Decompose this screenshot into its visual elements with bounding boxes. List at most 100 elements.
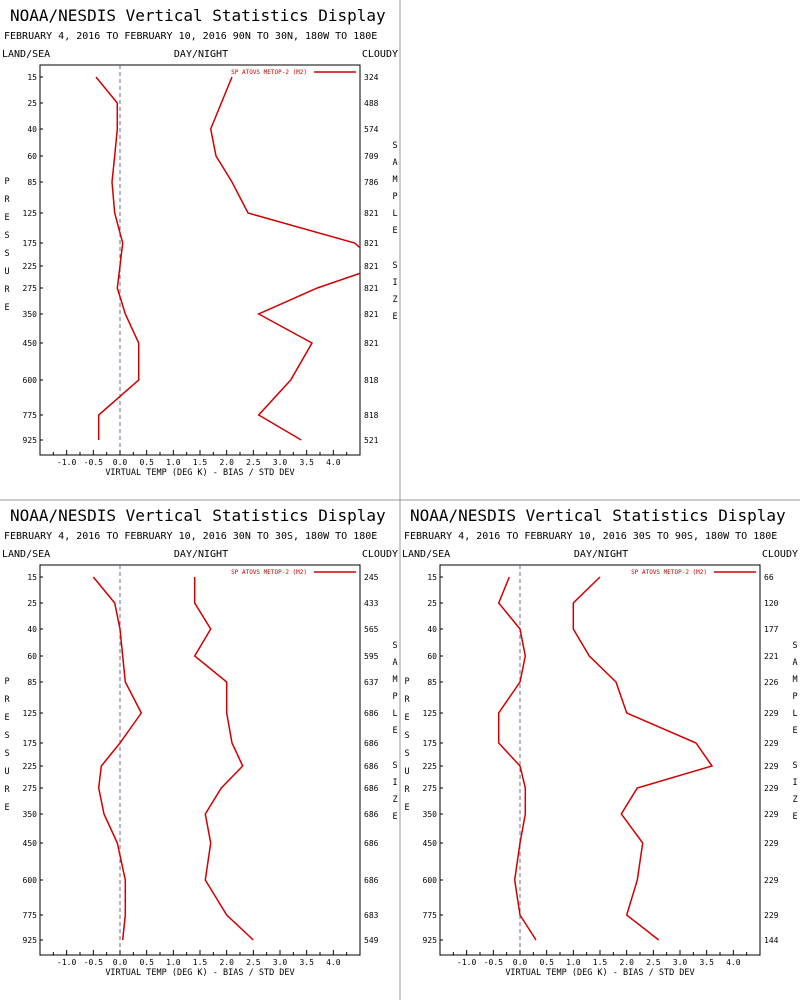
bias-series-line [497,576,537,941]
sample-size-label: 221 [764,652,779,661]
pressure-level-label: 350 [23,810,38,819]
pressure-level-label: 775 [423,911,438,920]
pressure-level-label: 175 [23,239,38,248]
chart-title: NOAA/NESDIS Vertical Statistics Display [10,6,386,25]
pressure-level-label: 450 [23,839,38,848]
sample-size-label: 686 [364,876,379,885]
x-tick-label: 4.0 [726,958,741,967]
pressure-level-label: 85 [27,178,37,187]
sample-size-label: 821 [364,262,379,271]
pressure-level-label: 925 [423,936,438,945]
pressure-level-label: 60 [27,152,37,161]
day-night-label: DAY/NIGHT [574,549,628,560]
x-tick-label: 2.5 [246,458,261,467]
pressure-level-label: 925 [23,436,38,445]
sample-size-label: 120 [764,599,779,608]
pressure-level-label: 350 [423,810,438,819]
chart-subtitle: FEBRUARY 4, 2016 TO FEBRUARY 10, 2016 30… [404,531,777,542]
pressure-level-label: 275 [23,284,38,293]
x-tick-label: 1.5 [593,958,608,967]
sample-size-label: 549 [364,936,379,945]
x-tick-label: 3.5 [299,458,314,467]
pressure-level-label: 450 [23,339,38,348]
sample-size-label: 821 [364,310,379,319]
sample-size-label: 229 [764,839,779,848]
std-dev-series-line [209,76,360,441]
pressure-level-label: 925 [23,936,38,945]
pressure-level-label: 125 [23,209,38,218]
sample-size-label: 488 [364,99,379,108]
x-tick-label: -1.0 [457,958,476,967]
cloudy-label: CLOUDY [762,549,798,560]
pressure-level-label: 225 [23,762,38,771]
bias-series-line [95,76,140,440]
cloudy-label: CLOUDY [362,49,398,60]
pressure-level-label: 25 [27,99,37,108]
pressure-level-label: 175 [23,739,38,748]
pressure-level-label: 600 [23,376,38,385]
sample-size-label: 226 [764,678,779,687]
plot-frame [439,564,761,956]
chart-subtitle: FEBRUARY 4, 2016 TO FEBRUARY 10, 2016 90… [4,31,377,42]
sample-size-label: 686 [364,810,379,819]
bias-series-line [92,576,143,941]
sample-size-label: 229 [764,911,779,920]
x-tick-label: 0.0 [113,958,128,967]
x-tick-label: 2.0 [219,458,234,467]
pressure-level-label: 25 [427,599,437,608]
x-tick-label: -1.0 [57,958,76,967]
x-tick-label: -1.0 [57,458,76,467]
sample-size-label: 324 [364,73,379,82]
sample-size-label: 229 [764,810,779,819]
x-axis-label: VIRTUAL TEMP (DEG K) - BIAS / STD DEV [105,968,294,978]
sample-size-label: 821 [364,209,379,218]
x-tick-label: 1.0 [166,458,181,467]
x-tick-label: 1.0 [166,958,181,967]
std-dev-series-line [572,576,714,941]
pressure-level-label: 600 [23,876,38,885]
day-night-label: DAY/NIGHT [174,549,228,560]
panel-30n-30s: NOAA/NESDIS Vertical Statistics Display F… [2,506,398,978]
chart-subtitle: FEBRUARY 4, 2016 TO FEBRUARY 10, 2016 30… [4,531,377,542]
sample-size-label: 686 [364,839,379,848]
sample-size-label: 818 [364,411,379,420]
plot-frame [39,64,361,456]
pressure-level-label: 15 [27,73,37,82]
panel-30s-90s: NOAA/NESDIS Vertical Statistics Display F… [402,506,798,978]
sample-size-label: 144 [764,936,779,945]
sample-size-label: 433 [364,599,379,608]
sample-size-label: 229 [764,762,779,771]
plot-frame [39,564,361,956]
legend-label: SP ATOVS METOP-2 (M2) [231,569,307,576]
sample-size-label: 595 [364,652,379,661]
x-tick-label: 3.0 [273,458,288,467]
x-tick-label: 0.5 [539,958,554,967]
pressure-level-label: 600 [423,876,438,885]
sample-size-label: 686 [364,762,379,771]
sample-size-label: 229 [764,709,779,718]
sample-size-label: 521 [364,436,379,445]
sample-size-label: 686 [364,739,379,748]
sample-size-label: 821 [364,284,379,293]
x-tick-label: 2.0 [619,958,634,967]
pressure-level-label: 15 [427,573,437,582]
sample-size-label: 66 [764,573,774,582]
land-sea-label: LAND/SEA [2,549,50,560]
sample-size-label: 565 [364,625,379,634]
pressure-level-label: 225 [23,262,38,271]
x-tick-label: 3.0 [673,958,688,967]
sample-size-label: 709 [364,152,379,161]
pressure-level-label: 125 [423,709,438,718]
x-tick-label: 1.5 [193,458,208,467]
x-tick-label: 0.5 [139,958,154,967]
sample-size-label: 821 [364,339,379,348]
x-tick-label: 0.0 [513,958,528,967]
pressure-level-label: 85 [27,678,37,687]
x-tick-label: 2.5 [246,958,261,967]
x-tick-label: 0.5 [139,458,154,467]
